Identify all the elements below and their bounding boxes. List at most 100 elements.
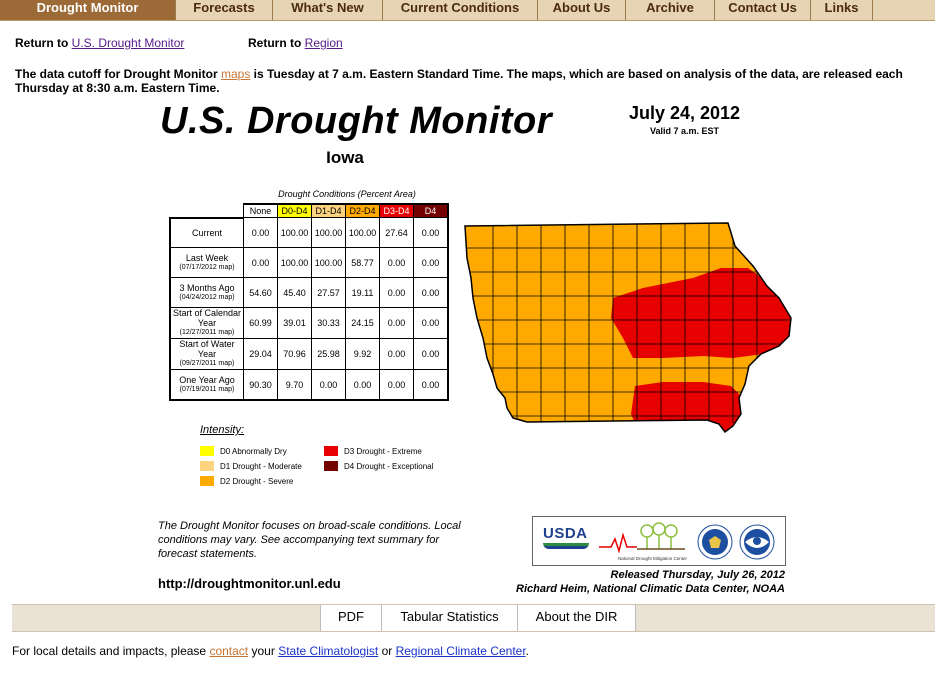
col-d3-d4: D3-D4 bbox=[379, 203, 414, 218]
nav-about-us[interactable]: About Us bbox=[538, 0, 626, 20]
row-label-date: (09/27/2011 map) bbox=[179, 360, 235, 367]
usdm-link[interactable]: U.S. Drought Monitor bbox=[71, 36, 185, 50]
legend-d1: D1 Drought - Moderate bbox=[200, 461, 302, 471]
table-cell: 0.00 bbox=[413, 277, 449, 308]
nav-archive[interactable]: Archive bbox=[626, 0, 715, 20]
table-cell: 0.00 bbox=[379, 369, 414, 401]
row-label-date: (04/24/2012 map) bbox=[179, 293, 235, 301]
usda-logo-swoosh bbox=[543, 543, 589, 549]
usda-logo-text: USDA bbox=[543, 525, 588, 542]
usda-logo: USDA bbox=[543, 525, 589, 549]
map-valid-time: Valid 7 a.m. EST bbox=[649, 126, 720, 136]
maps-link[interactable]: maps bbox=[220, 67, 251, 81]
col-d0-d4: D0-D4 bbox=[277, 203, 312, 218]
legend-d4: D4 Drought - Exceptional bbox=[324, 461, 433, 471]
release-date: Released Thursday, July 26, 2012 bbox=[610, 569, 785, 581]
table-caption: Drought Conditions (Percent Area) bbox=[278, 189, 416, 199]
region-link[interactable]: Region bbox=[304, 36, 343, 50]
table-row: Last Week (07/17/2012 map) 0.00 100.00 100.0… bbox=[169, 247, 449, 278]
nav-whats-new[interactable]: What's New bbox=[273, 0, 383, 20]
table-cell: 0.00 bbox=[413, 217, 449, 248]
table-cell: 25.98 bbox=[311, 338, 346, 370]
nav-forecasts[interactable]: Forecasts bbox=[176, 0, 273, 20]
legend-label-d4: D4 Drought - Exceptional bbox=[344, 461, 434, 471]
bottom-bar: PDF Tabular Statistics About the DIR bbox=[12, 604, 935, 632]
col-d1-d4: D1-D4 bbox=[311, 203, 346, 218]
table-cell: 0.00 bbox=[345, 369, 380, 401]
table-cell: 100.00 bbox=[311, 247, 346, 278]
table-corner bbox=[170, 204, 244, 219]
table-cell: 70.96 bbox=[277, 338, 312, 370]
legend-swatch-d4 bbox=[324, 461, 338, 471]
row-label-text: Current bbox=[191, 227, 222, 238]
regional-climate-center-link[interactable]: Regional Climate Center bbox=[395, 644, 526, 658]
ndmc-trees-icon bbox=[599, 522, 685, 554]
map-date: July 24, 2012 bbox=[628, 103, 741, 123]
legend-d3: D3 Drought - Extreme bbox=[324, 446, 422, 456]
table-cell: 27.64 bbox=[379, 217, 414, 248]
cutoff-notice: The data cutoff for Drought Monitor maps… bbox=[15, 67, 920, 95]
release-author: Richard Heim, National Climatic Data Cen… bbox=[516, 583, 785, 595]
top-nav: Drought Monitor Forecasts What's New Cur… bbox=[0, 0, 935, 21]
table-cell: 0.00 bbox=[243, 217, 278, 248]
table-cell: 30.33 bbox=[311, 307, 346, 339]
doc-seal-icon bbox=[697, 524, 733, 560]
row-label: 3 Months Ago (04/24/2012 map) bbox=[169, 277, 244, 308]
nav-contact-us[interactable]: Contact Us bbox=[715, 0, 811, 20]
row-label-text: Last Week bbox=[185, 252, 229, 263]
row-label-date: (07/19/2011 map) bbox=[179, 385, 235, 393]
footer: For local details and impacts, please co… bbox=[12, 644, 529, 658]
partner-logos: USDA National Drought Mitigation Center bbox=[532, 516, 786, 566]
about-dir-link[interactable]: About the DIR bbox=[518, 605, 636, 631]
table-cell: 0.00 bbox=[413, 307, 449, 339]
state-name: Iowa bbox=[326, 148, 364, 167]
footer-text-end: . bbox=[525, 644, 530, 658]
return-region-prefix: Return to bbox=[248, 36, 302, 50]
table-cell: 0.00 bbox=[379, 247, 414, 278]
col-none: None bbox=[243, 203, 278, 218]
col-d2-d4: D2-D4 bbox=[345, 203, 380, 218]
nav-links[interactable]: Links bbox=[811, 0, 873, 20]
d3-region-south bbox=[631, 382, 743, 432]
table-cell: 100.00 bbox=[277, 217, 312, 248]
table-cell: 100.00 bbox=[345, 217, 380, 248]
nav-current-conditions[interactable]: Current Conditions bbox=[383, 0, 538, 20]
col-d4: D4 bbox=[413, 203, 449, 218]
table-cell: 39.01 bbox=[277, 307, 312, 339]
table-row: Current 0.00 100.00 100.00 100.00 27.64 0.00 bbox=[169, 216, 449, 248]
legend-label-d1: D1 Drought - Moderate bbox=[220, 461, 302, 471]
iowa-drought-map bbox=[464, 222, 792, 434]
legend-title: Intensity: bbox=[200, 424, 245, 436]
row-label: One Year Ago (07/19/2011 map) bbox=[169, 369, 244, 401]
legend-d2: D2 Drought - Severe bbox=[200, 476, 293, 486]
table-cell: 0.00 bbox=[311, 369, 346, 401]
ndmc-logo: National Drought Mitigation Center bbox=[597, 521, 687, 561]
d3-region-north bbox=[611, 268, 791, 358]
footer-text-3: or bbox=[381, 644, 393, 658]
table-cell: 100.00 bbox=[311, 217, 346, 248]
table-cell: 0.00 bbox=[413, 338, 449, 370]
state-climatologist-link[interactable]: State Climatologist bbox=[278, 644, 379, 658]
drought-conditions-table: None D0-D4 D1-D4 D2-D4 D3-D4 D4 Current 0… bbox=[169, 203, 449, 401]
row-label-text: 3 Months Ago bbox=[179, 282, 235, 293]
table-row: 3 Months Ago (04/24/2012 map) 54.60 45.40 27… bbox=[169, 277, 449, 308]
legend-label-d3: D3 Drought - Extreme bbox=[344, 446, 422, 456]
row-label-text: Start of Water Year bbox=[179, 339, 235, 359]
table-cell: 0.00 bbox=[379, 338, 414, 370]
iowa-outline bbox=[464, 222, 792, 434]
table-cell: 24.15 bbox=[345, 307, 380, 339]
table-row: Start of Water Year (09/27/2011 map) 29.04… bbox=[169, 338, 449, 370]
legend-swatch-d3 bbox=[324, 446, 338, 456]
row-label-text: One Year Ago bbox=[179, 374, 235, 385]
contact-link[interactable]: contact bbox=[209, 644, 249, 658]
table-cell: 0.00 bbox=[379, 277, 414, 308]
table-cell: 58.77 bbox=[345, 247, 380, 278]
tabular-statistics-link[interactable]: Tabular Statistics bbox=[382, 605, 518, 631]
table-row: Start of Calendar Year (12/27/2011 map) 60… bbox=[169, 307, 449, 339]
cutoff-text-2: is Tuesday at 7 a.m. Eastern Standard Ti… bbox=[15, 67, 903, 95]
row-label: Current bbox=[169, 216, 244, 248]
legend-label-d0: D0 Abnormally Dry bbox=[220, 446, 287, 456]
pdf-link[interactable]: PDF bbox=[320, 605, 382, 631]
table-cell: 0.00 bbox=[379, 307, 414, 339]
nav-drought-monitor[interactable]: Drought Monitor bbox=[0, 0, 176, 20]
